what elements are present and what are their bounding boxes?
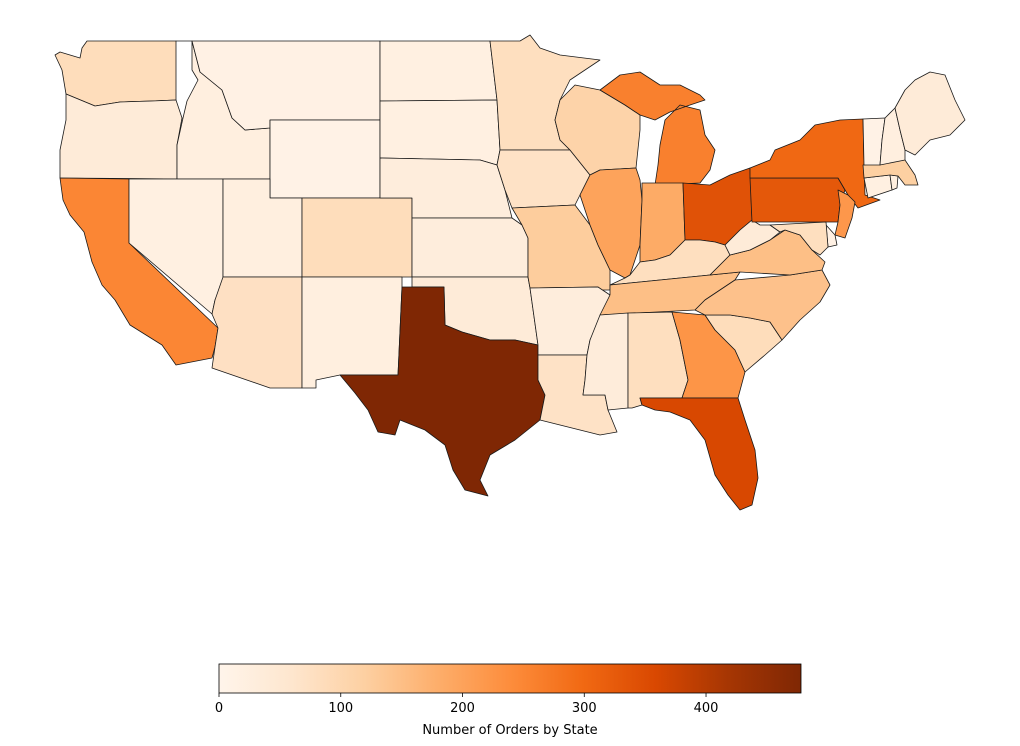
state-wy bbox=[269, 119, 381, 199]
colorbar-ticks: 0 100 200 300 400 bbox=[215, 693, 719, 716]
colorbar-label: Number of Orders by State bbox=[422, 723, 597, 738]
colorbar-tick-label: 400 bbox=[694, 701, 719, 716]
state-az bbox=[211, 276, 303, 389]
state-me bbox=[894, 71, 966, 156]
state-sd bbox=[379, 99, 501, 166]
state-nc bbox=[694, 269, 831, 341]
state-nj bbox=[834, 189, 856, 239]
state-ca bbox=[59, 177, 219, 366]
state-ma bbox=[862, 159, 919, 186]
colorbar-tick-label: 200 bbox=[450, 701, 475, 716]
state-ks bbox=[411, 217, 529, 278]
state-wa bbox=[54, 40, 177, 107]
colorbar: 0 100 200 300 400 Number of Orders by State bbox=[215, 663, 802, 738]
state-nm bbox=[301, 276, 403, 389]
state-pa bbox=[749, 177, 846, 223]
colorbar-tick-label: 300 bbox=[572, 701, 597, 716]
state-co bbox=[301, 197, 413, 278]
state-or bbox=[59, 93, 183, 180]
state-md bbox=[769, 221, 829, 256]
state-mi bbox=[599, 71, 716, 186]
states-layer bbox=[54, 34, 966, 511]
colorbar-tick-label: 100 bbox=[328, 701, 353, 716]
state-ct bbox=[863, 174, 893, 199]
colorbar-tick-label: 0 bbox=[215, 701, 223, 716]
colorbar-gradient bbox=[218, 663, 802, 694]
state-fl bbox=[639, 397, 759, 511]
state-nd bbox=[379, 40, 498, 102]
state-ia bbox=[496, 149, 591, 209]
state-tx bbox=[339, 286, 546, 497]
